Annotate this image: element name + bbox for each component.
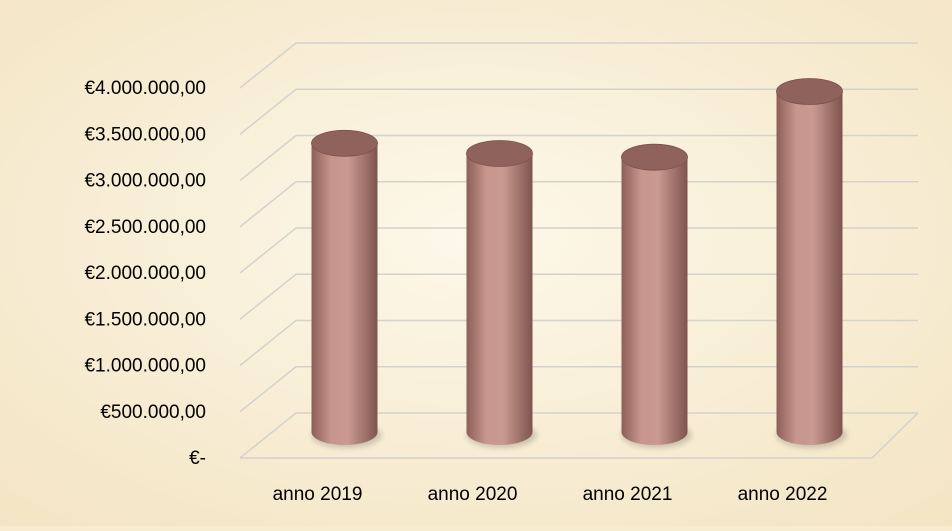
x-tick-label: anno 2022 xyxy=(738,484,828,505)
gridline xyxy=(239,227,918,274)
y-axis-labels: €- €500.000,00 €1.000.000,00 €1.500.000,00 €… xyxy=(84,78,206,469)
gridline xyxy=(239,273,918,320)
bars-layer xyxy=(311,78,847,448)
bar-body xyxy=(776,91,843,445)
x-tick-label: anno 2021 xyxy=(583,484,673,505)
y-tick-label: €2.500.000,00 xyxy=(84,217,206,238)
y-tick-label: €1.500.000,00 xyxy=(84,309,206,330)
bar-top xyxy=(466,140,533,167)
bar xyxy=(311,129,382,448)
bar-top xyxy=(776,78,843,105)
bar xyxy=(621,143,692,448)
bar-body xyxy=(466,153,533,445)
x-axis-labels: anno 2019 anno 2020 anno 2021 anno 2022 xyxy=(273,484,828,505)
y-tick-label: €- xyxy=(189,448,206,469)
gridline xyxy=(239,366,918,413)
x-tick-label: anno 2019 xyxy=(273,484,363,505)
floor-edge xyxy=(240,412,919,459)
bar-top xyxy=(311,129,378,157)
y-tick-label: €1.000.000,00 xyxy=(84,356,206,377)
y-tick-label: €4.000.000,00 xyxy=(84,78,206,99)
gridline xyxy=(239,134,918,182)
y-tick-label: €500.000,00 xyxy=(100,402,206,423)
bar-body xyxy=(621,157,688,446)
y-tick-label: €3.500.000,00 xyxy=(84,124,206,145)
x-tick-label: anno 2020 xyxy=(428,484,518,505)
y-tick-label: €3.000.000,00 xyxy=(84,171,206,192)
gridline xyxy=(239,412,918,459)
bar xyxy=(466,140,537,448)
grid-layer xyxy=(239,42,919,459)
gridline xyxy=(239,88,918,135)
gridline xyxy=(239,181,918,228)
bar-body xyxy=(311,143,378,446)
gridline xyxy=(239,42,918,89)
bar xyxy=(776,78,847,448)
gridline xyxy=(239,319,918,367)
bar-top xyxy=(621,143,688,171)
y-tick-label: €2.000.000,00 xyxy=(84,263,206,284)
